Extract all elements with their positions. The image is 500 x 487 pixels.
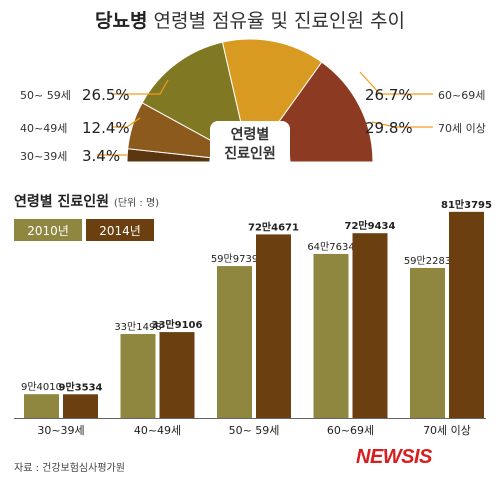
bar-label-2010-0: 9만4010 — [21, 381, 62, 393]
pie-label-name-30-39: 30~39세 — [20, 150, 67, 163]
newsis-logo: NEWSIS — [356, 446, 432, 469]
bar-label-2014-1: 33만9106 — [152, 318, 203, 331]
legend-item-2014: 2014년 — [86, 219, 154, 241]
legend-title: 연령별 진료인원 (단위 : 명) — [14, 191, 159, 211]
bar-2010-4 — [410, 268, 445, 418]
pie-label-name-60-69: 60~69세 — [438, 89, 485, 102]
pie-label-name-70-plus: 70세 이상 — [438, 122, 486, 135]
bar-2014-4 — [449, 212, 484, 418]
pie-label-pct-70-plus: 29.8% — [365, 119, 413, 137]
legend-label-2010: 2010년 — [27, 222, 69, 239]
legend-title-text: 연령별 진료인원 — [14, 194, 109, 210]
legend-unit: (단위 : 명) — [114, 198, 159, 209]
bar-2014-1 — [160, 332, 195, 418]
bar-label-2014-4: 81만3795 — [441, 198, 492, 211]
pie-center-label-1: 연령별 — [231, 126, 270, 143]
bar-2014-2 — [256, 234, 291, 418]
bar-label-2014-0: 9만3534 — [59, 380, 103, 393]
pie-label-pct-60-69: 26.7% — [365, 86, 413, 104]
bar-2010-2 — [217, 266, 252, 418]
legend-item-2010: 2010년 — [14, 219, 82, 241]
pie-label-name-50-59: 50~ 59세 — [20, 89, 71, 102]
legend-label-2014: 2014년 — [99, 222, 141, 239]
x-tick-label-4: 70세 이상 — [423, 424, 471, 437]
pie-center-label-2: 진료인원 — [224, 145, 276, 162]
bar-2014-3 — [353, 233, 388, 418]
bar-2010-1 — [121, 334, 156, 418]
bar-2010-0 — [24, 394, 59, 418]
bar-label-2010-3: 64만7634 — [307, 241, 354, 253]
x-tick-label-2: 50~ 59세 — [229, 424, 280, 437]
pie-label-pct-30-39: 3.4% — [82, 147, 120, 165]
bar-label-2014-2: 72만4671 — [248, 220, 299, 233]
pie-label-pct-50-59: 26.5% — [82, 86, 130, 104]
pie-label-pct-40-49: 12.4% — [82, 119, 130, 137]
bar-2014-0 — [63, 394, 98, 418]
x-tick-label-0: 30~39세 — [37, 424, 84, 437]
pie-label-name-40-49: 40~49세 — [20, 122, 67, 135]
bar-label-2010-4: 59만2283 — [404, 255, 451, 267]
bar-label-2014-3: 72만9434 — [345, 219, 396, 232]
bar-2010-3 — [314, 254, 349, 418]
x-tick-label-1: 40~49세 — [134, 424, 181, 437]
bar-label-2010-2: 59만9739 — [211, 253, 258, 265]
source-note: 자료 : 건강보험심사평가원 — [14, 459, 125, 474]
x-tick-label-3: 60~69세 — [327, 424, 374, 437]
